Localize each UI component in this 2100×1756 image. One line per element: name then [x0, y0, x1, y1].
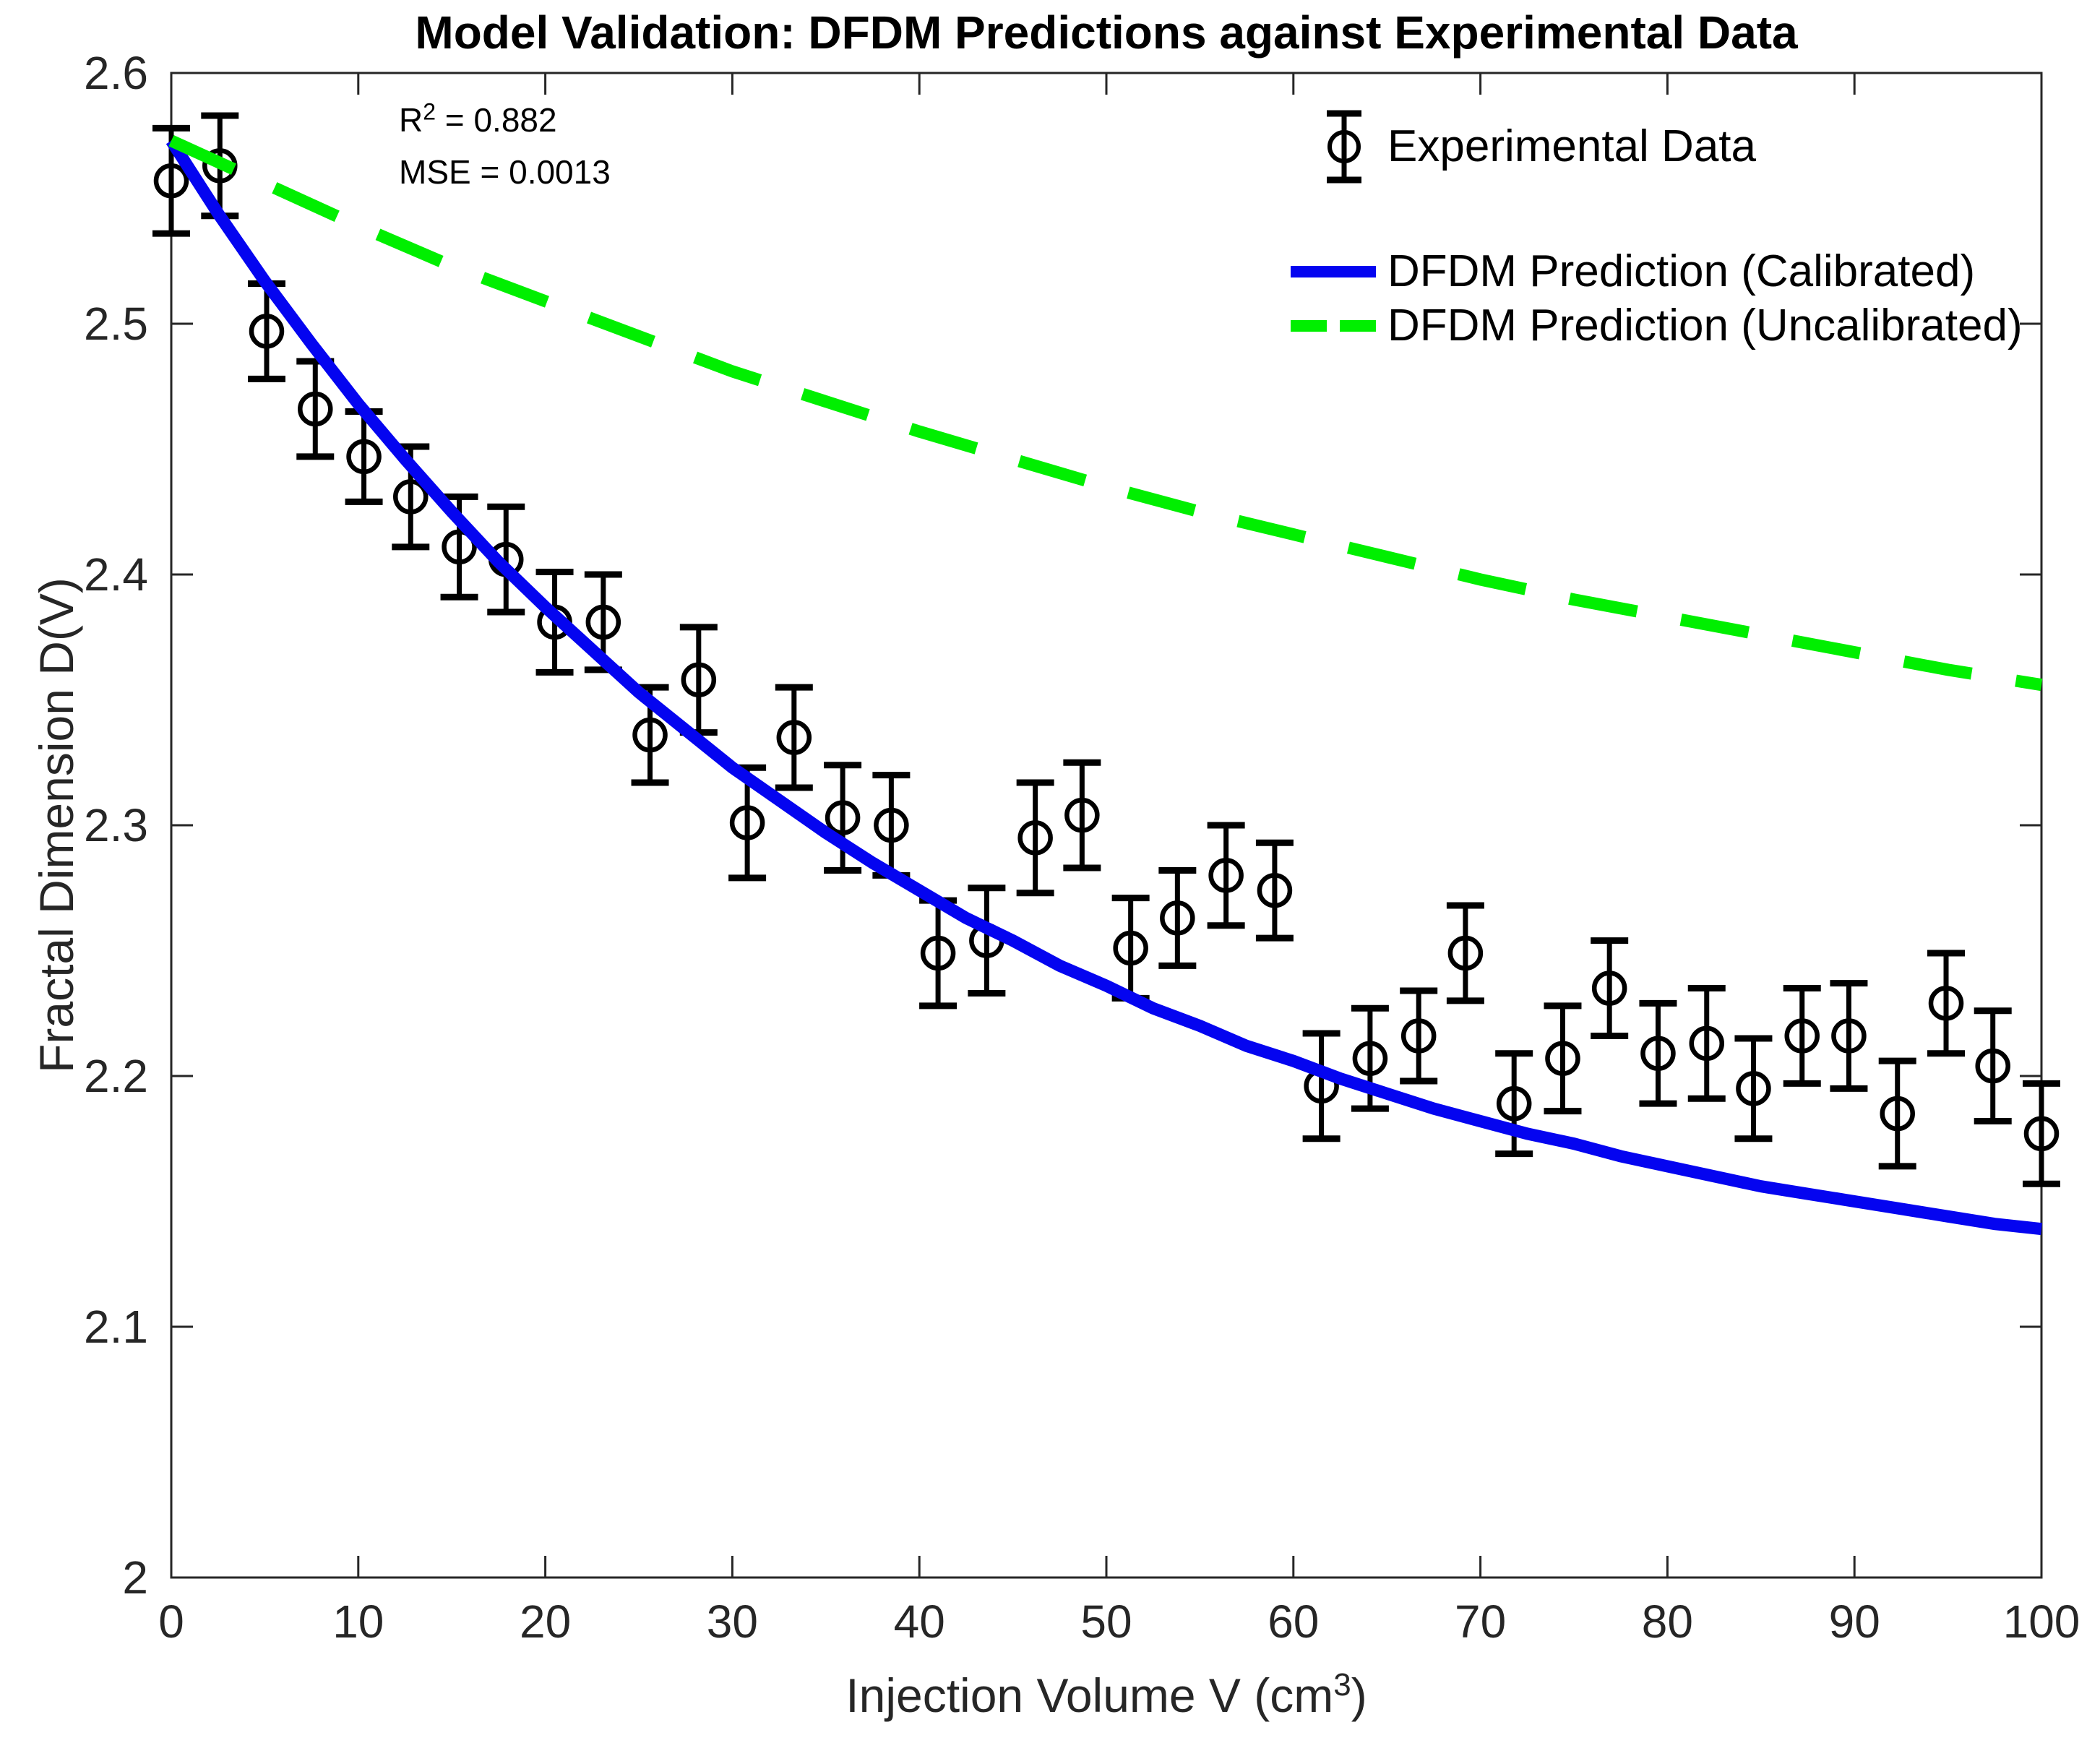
data-point [1591, 970, 1627, 1006]
data-point [1447, 935, 1484, 971]
dashed-line-marker-icon [1291, 320, 1376, 332]
legend-label-experimental: Experimental Data [1387, 121, 1757, 171]
data-point [1689, 1025, 1724, 1062]
data-point [729, 805, 765, 840]
errorbar-marker-icon [1327, 110, 1361, 184]
data-point [776, 720, 812, 755]
x-tick-label: 40 [893, 1596, 945, 1648]
data-point [1880, 1096, 1915, 1132]
y-tick-label: 2.4 [84, 548, 148, 601]
data-point [1113, 930, 1148, 966]
data-point [1928, 986, 1964, 1021]
data-point [585, 604, 621, 640]
chart-title: Model Validation: DFDM Predictions again… [415, 7, 1798, 59]
r-squared-post: = 0.882 [436, 101, 557, 139]
x-tick-label: 0 [158, 1596, 184, 1648]
y-tick-label: 2.5 [84, 298, 148, 350]
data-point [1400, 1018, 1437, 1054]
uncalibrated-curve [168, 134, 2043, 692]
y-tick-label: 2.1 [84, 1301, 148, 1353]
data-point [1831, 1018, 1867, 1054]
r-squared-sup: 2 [423, 98, 436, 125]
x-axis-label-post: ) [1351, 1669, 1367, 1722]
data-point [1975, 1048, 2010, 1084]
solid-line-marker-icon [1291, 266, 1376, 277]
axes-box [170, 72, 2043, 1579]
data-point [1496, 1085, 1532, 1122]
x-tick-label: 20 [520, 1596, 572, 1648]
x-axis-label: Injection Volume V (cm3) [171, 1668, 2041, 1723]
data-point [1208, 858, 1244, 893]
y-tick-label: 2 [122, 1551, 148, 1604]
data-point [1017, 820, 1053, 856]
data-point [249, 314, 285, 349]
mse-annotation: MSE = 0.0013 [399, 153, 611, 191]
data-point [920, 935, 956, 971]
data-point [632, 717, 668, 753]
data-point [1352, 1041, 1388, 1076]
x-axis-label-pre: Injection Volume V (cm [845, 1669, 1334, 1722]
data-point [442, 529, 477, 565]
x-tick-label: 100 [2002, 1596, 2080, 1648]
y-tick-label: 2.3 [84, 799, 148, 851]
data-point [298, 391, 333, 427]
r-squared-annotation: R2 = 0.882 [399, 98, 557, 139]
data-point [1064, 797, 1100, 833]
x-tick-label: 30 [706, 1596, 758, 1648]
y-tick-label: 2.6 [84, 47, 148, 99]
data-point [346, 439, 382, 475]
x-tick-label: 10 [332, 1596, 384, 1648]
data-point [1784, 1018, 1820, 1054]
data-point [1257, 872, 1293, 908]
data-point [1640, 1036, 1676, 1072]
calibrated-curve [165, 137, 2042, 1236]
x-tick-label: 70 [1455, 1596, 1507, 1648]
mse-text: MSE = 0.0013 [399, 153, 611, 191]
data-point [153, 163, 189, 199]
x-tick-label: 50 [1080, 1596, 1132, 1648]
legend-label-calibrated: DFDM Prediction (Calibrated) [1387, 246, 1976, 296]
data-point [874, 807, 909, 843]
x-tick-label: 90 [1828, 1596, 1880, 1648]
data-point [2023, 1116, 2060, 1152]
data-point [1545, 1041, 1580, 1076]
legend-label-uncalibrated: DFDM Prediction (Uncalibrated) [1387, 301, 2023, 350]
data-point [825, 800, 861, 835]
data-point [1160, 900, 1195, 936]
y-tick-label: 2.2 [84, 1050, 148, 1102]
x-tick-label: 80 [1641, 1596, 1693, 1648]
data-point [1736, 1071, 1771, 1106]
data-point [681, 662, 717, 697]
x-tick-label: 60 [1268, 1596, 1320, 1648]
r-squared-pre: R [399, 101, 423, 139]
data-point [393, 479, 429, 515]
x-axis-label-sup: 3 [1333, 1667, 1351, 1703]
